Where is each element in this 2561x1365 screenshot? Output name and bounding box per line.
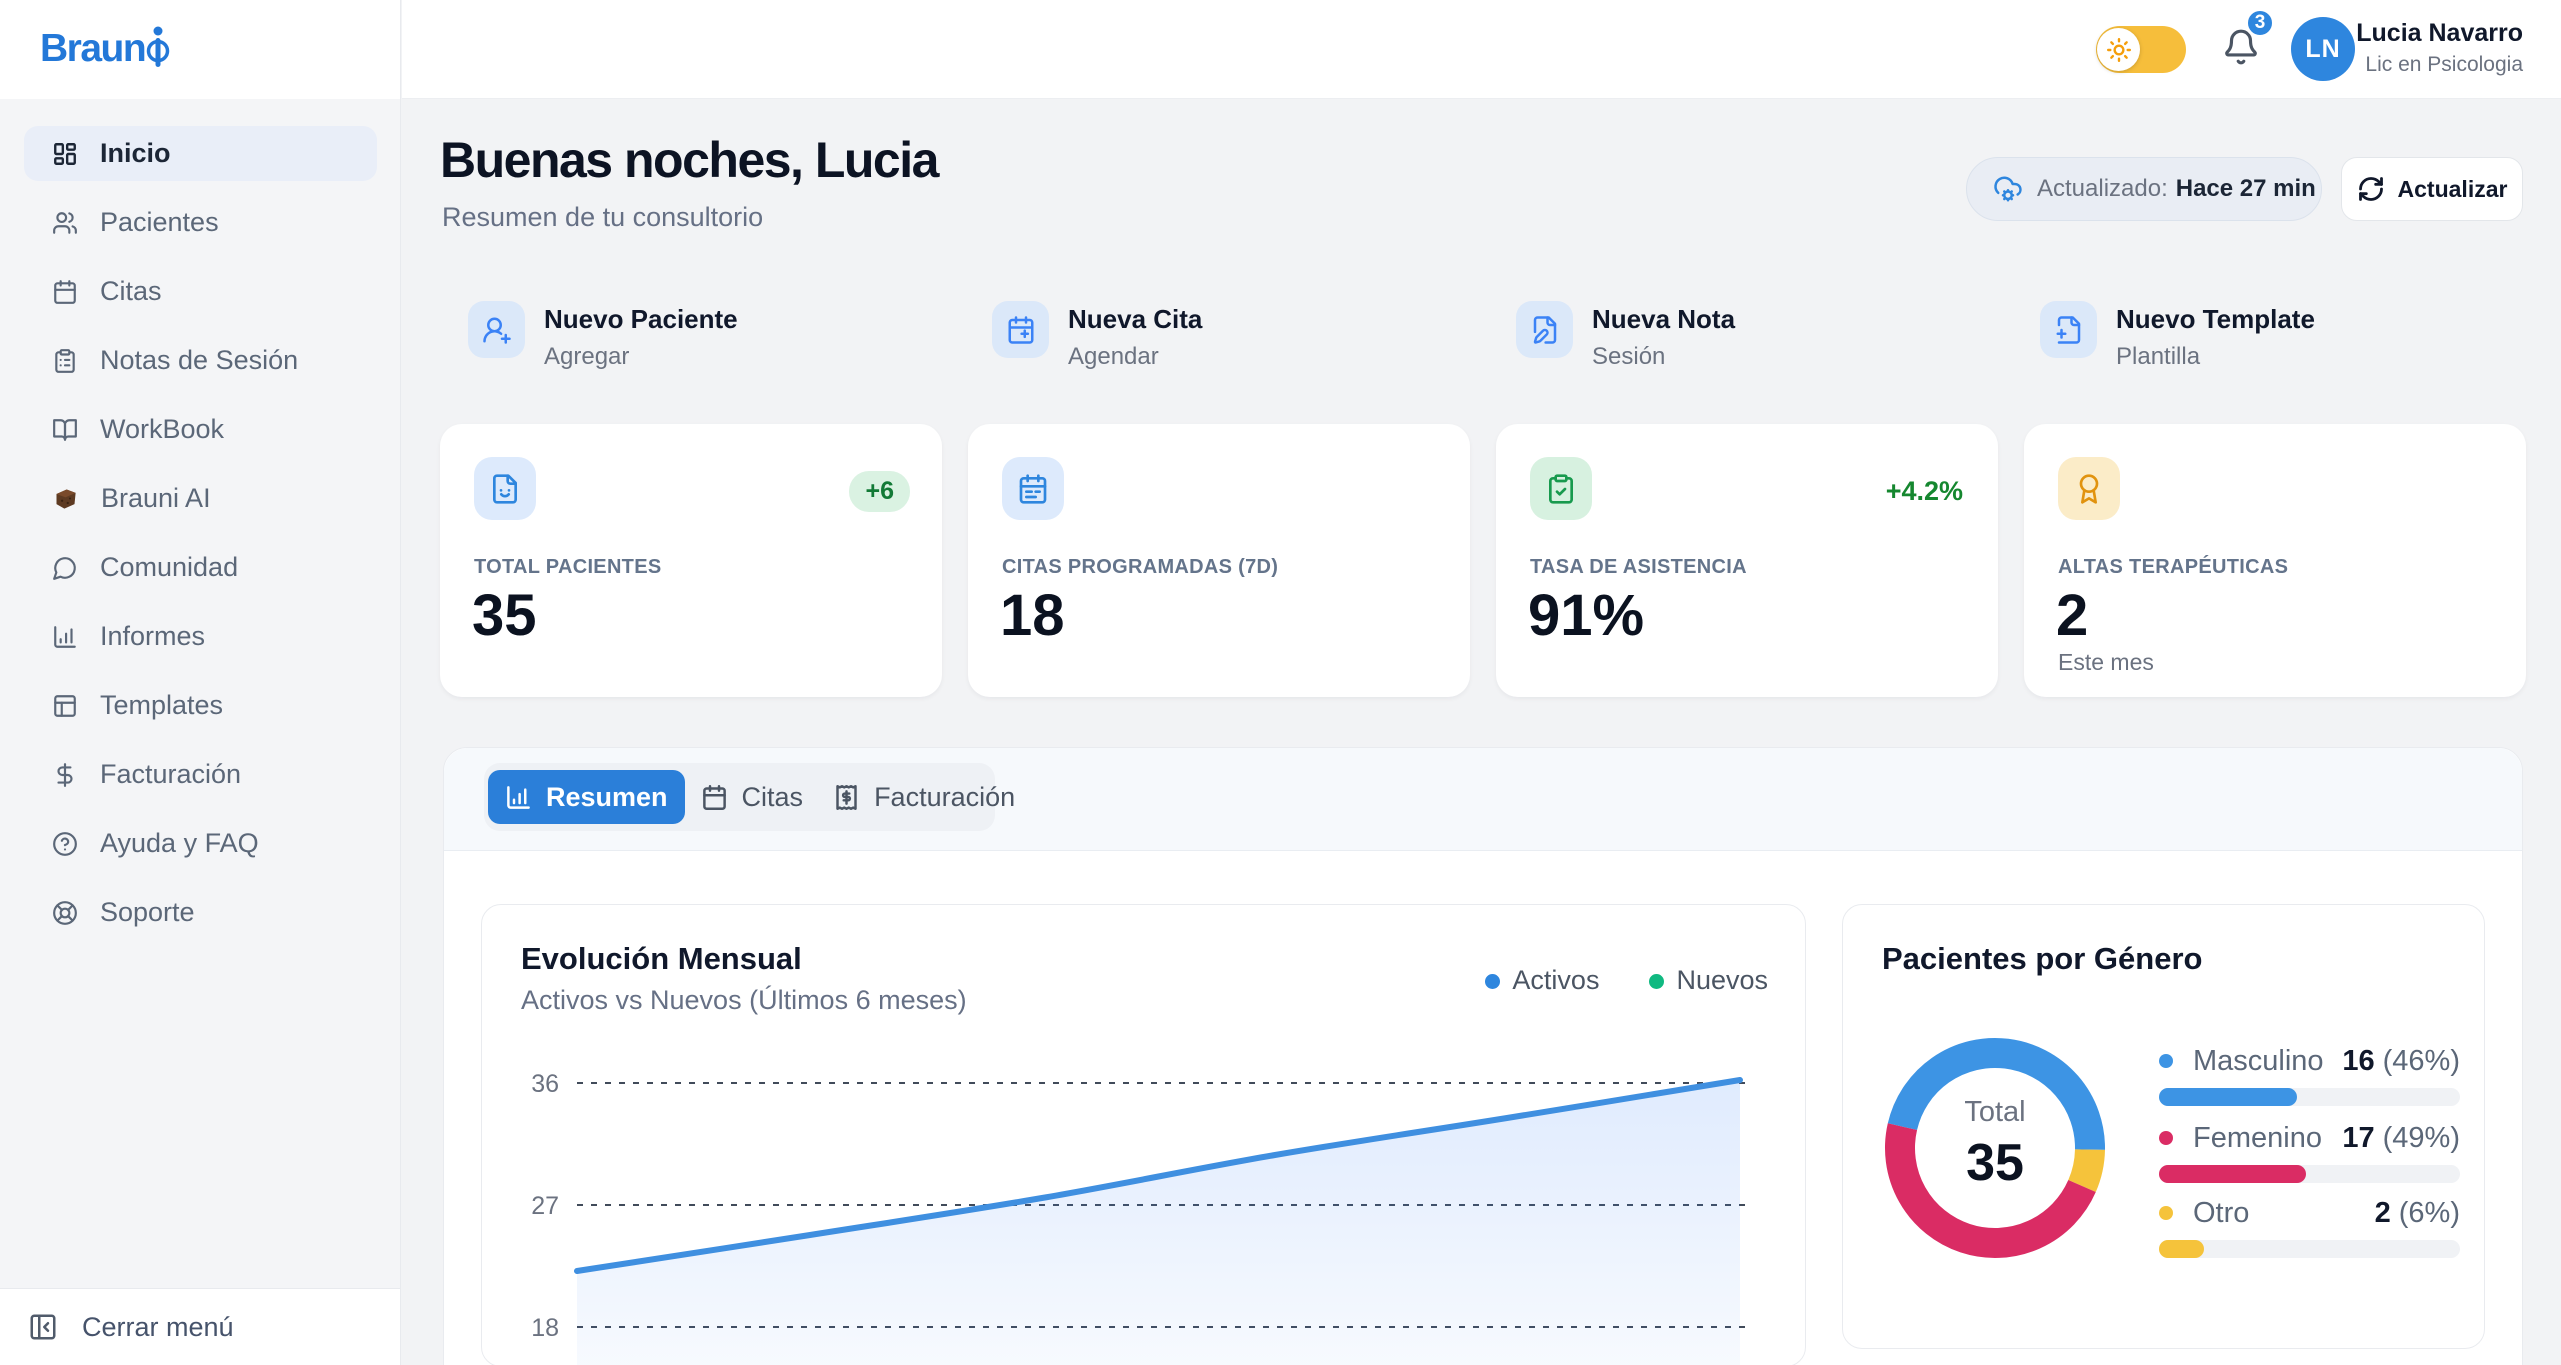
svg-text:18: 18 [531, 1314, 559, 1342]
svg-text:27: 27 [531, 1192, 559, 1220]
svg-text:36: 36 [531, 1070, 559, 1098]
